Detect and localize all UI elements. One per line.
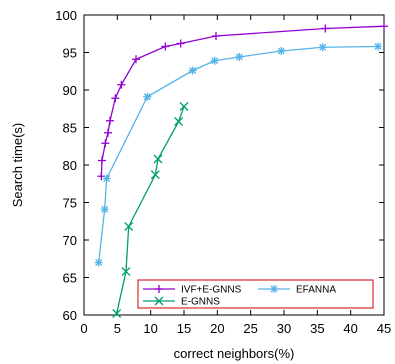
legend-entry: IVF+E-GNNS [143, 285, 242, 296]
legend-entry: EFANNA [258, 285, 336, 296]
y-tick-label: 85 [63, 121, 77, 136]
data-point [212, 32, 220, 40]
data-point [374, 42, 382, 51]
data-point [102, 174, 111, 183]
legend-marker [155, 285, 163, 293]
data-point [101, 139, 110, 148]
data-point [112, 309, 122, 318]
x-tick-label: 10 [143, 321, 157, 336]
x-tick-label: 40 [343, 321, 357, 336]
legend-label: IVF+E-GNNS [181, 285, 242, 296]
x-tick-label: 15 [177, 321, 191, 336]
data-point [161, 42, 170, 51]
y-tick-label: 100 [55, 8, 77, 23]
legend-label: E-GNNS [181, 297, 220, 308]
series-e-gnns [112, 102, 189, 318]
series-line [98, 45, 379, 263]
data-point [235, 53, 244, 61]
y-tick-label: 70 [63, 233, 77, 248]
legend-marker [154, 296, 164, 306]
y-tick-label: 95 [63, 46, 77, 61]
data-point [176, 39, 185, 48]
x-axis-label: correct neighbors(%) [174, 346, 295, 361]
data-point [98, 156, 106, 165]
data-point [94, 258, 103, 267]
data-point [104, 128, 112, 137]
y-tick-label: 90 [63, 83, 77, 98]
axes: 0 5 10 15 20 25 30 35 40 45 60 65 70 75 80 85 90 95 100 cor… [10, 8, 391, 361]
data-point [321, 24, 330, 33]
data-point [117, 80, 126, 89]
data-point [188, 66, 197, 75]
legend-marker [270, 285, 278, 293]
plot-frame [83, 14, 385, 316]
data-point [111, 94, 120, 103]
data-point [277, 47, 286, 55]
series-efanna [94, 42, 382, 267]
legend-label: EFANNA [296, 285, 336, 296]
y-tick-label: 75 [63, 196, 77, 211]
data-point [106, 116, 114, 125]
data-point [179, 102, 189, 111]
y-tick-label: 60 [63, 308, 77, 323]
series-ivf-e-gnns [97, 22, 388, 181]
data-point [124, 222, 134, 231]
series-group [94, 22, 388, 318]
data-point [150, 170, 160, 180]
data-point [318, 43, 327, 52]
x-tick-label: 5 [114, 321, 121, 336]
series-line [100, 25, 385, 177]
x-tick-label: 0 [80, 321, 87, 336]
data-point [132, 55, 140, 64]
data-point [380, 22, 388, 31]
legend: IVF+E-GNNS EFANNA E-GNNS [137, 279, 374, 309]
data-point [210, 56, 219, 65]
data-point [143, 92, 152, 101]
y-axis-label: Search time(s) [10, 123, 25, 208]
data-point [174, 117, 184, 126]
y-tick-label: 65 [63, 271, 77, 286]
x-tick-label: 25 [243, 321, 257, 336]
y-tick-label: 80 [63, 158, 77, 173]
x-tick-label: 45 [377, 321, 391, 336]
data-point [153, 154, 163, 164]
x-tick-label: 35 [310, 321, 324, 336]
x-tick-label: 20 [210, 321, 224, 336]
legend-box [137, 279, 374, 309]
legend-entry: E-GNNS [143, 297, 220, 308]
x-tick-label: 30 [277, 321, 291, 336]
data-point [100, 205, 109, 214]
data-point [121, 267, 131, 276]
